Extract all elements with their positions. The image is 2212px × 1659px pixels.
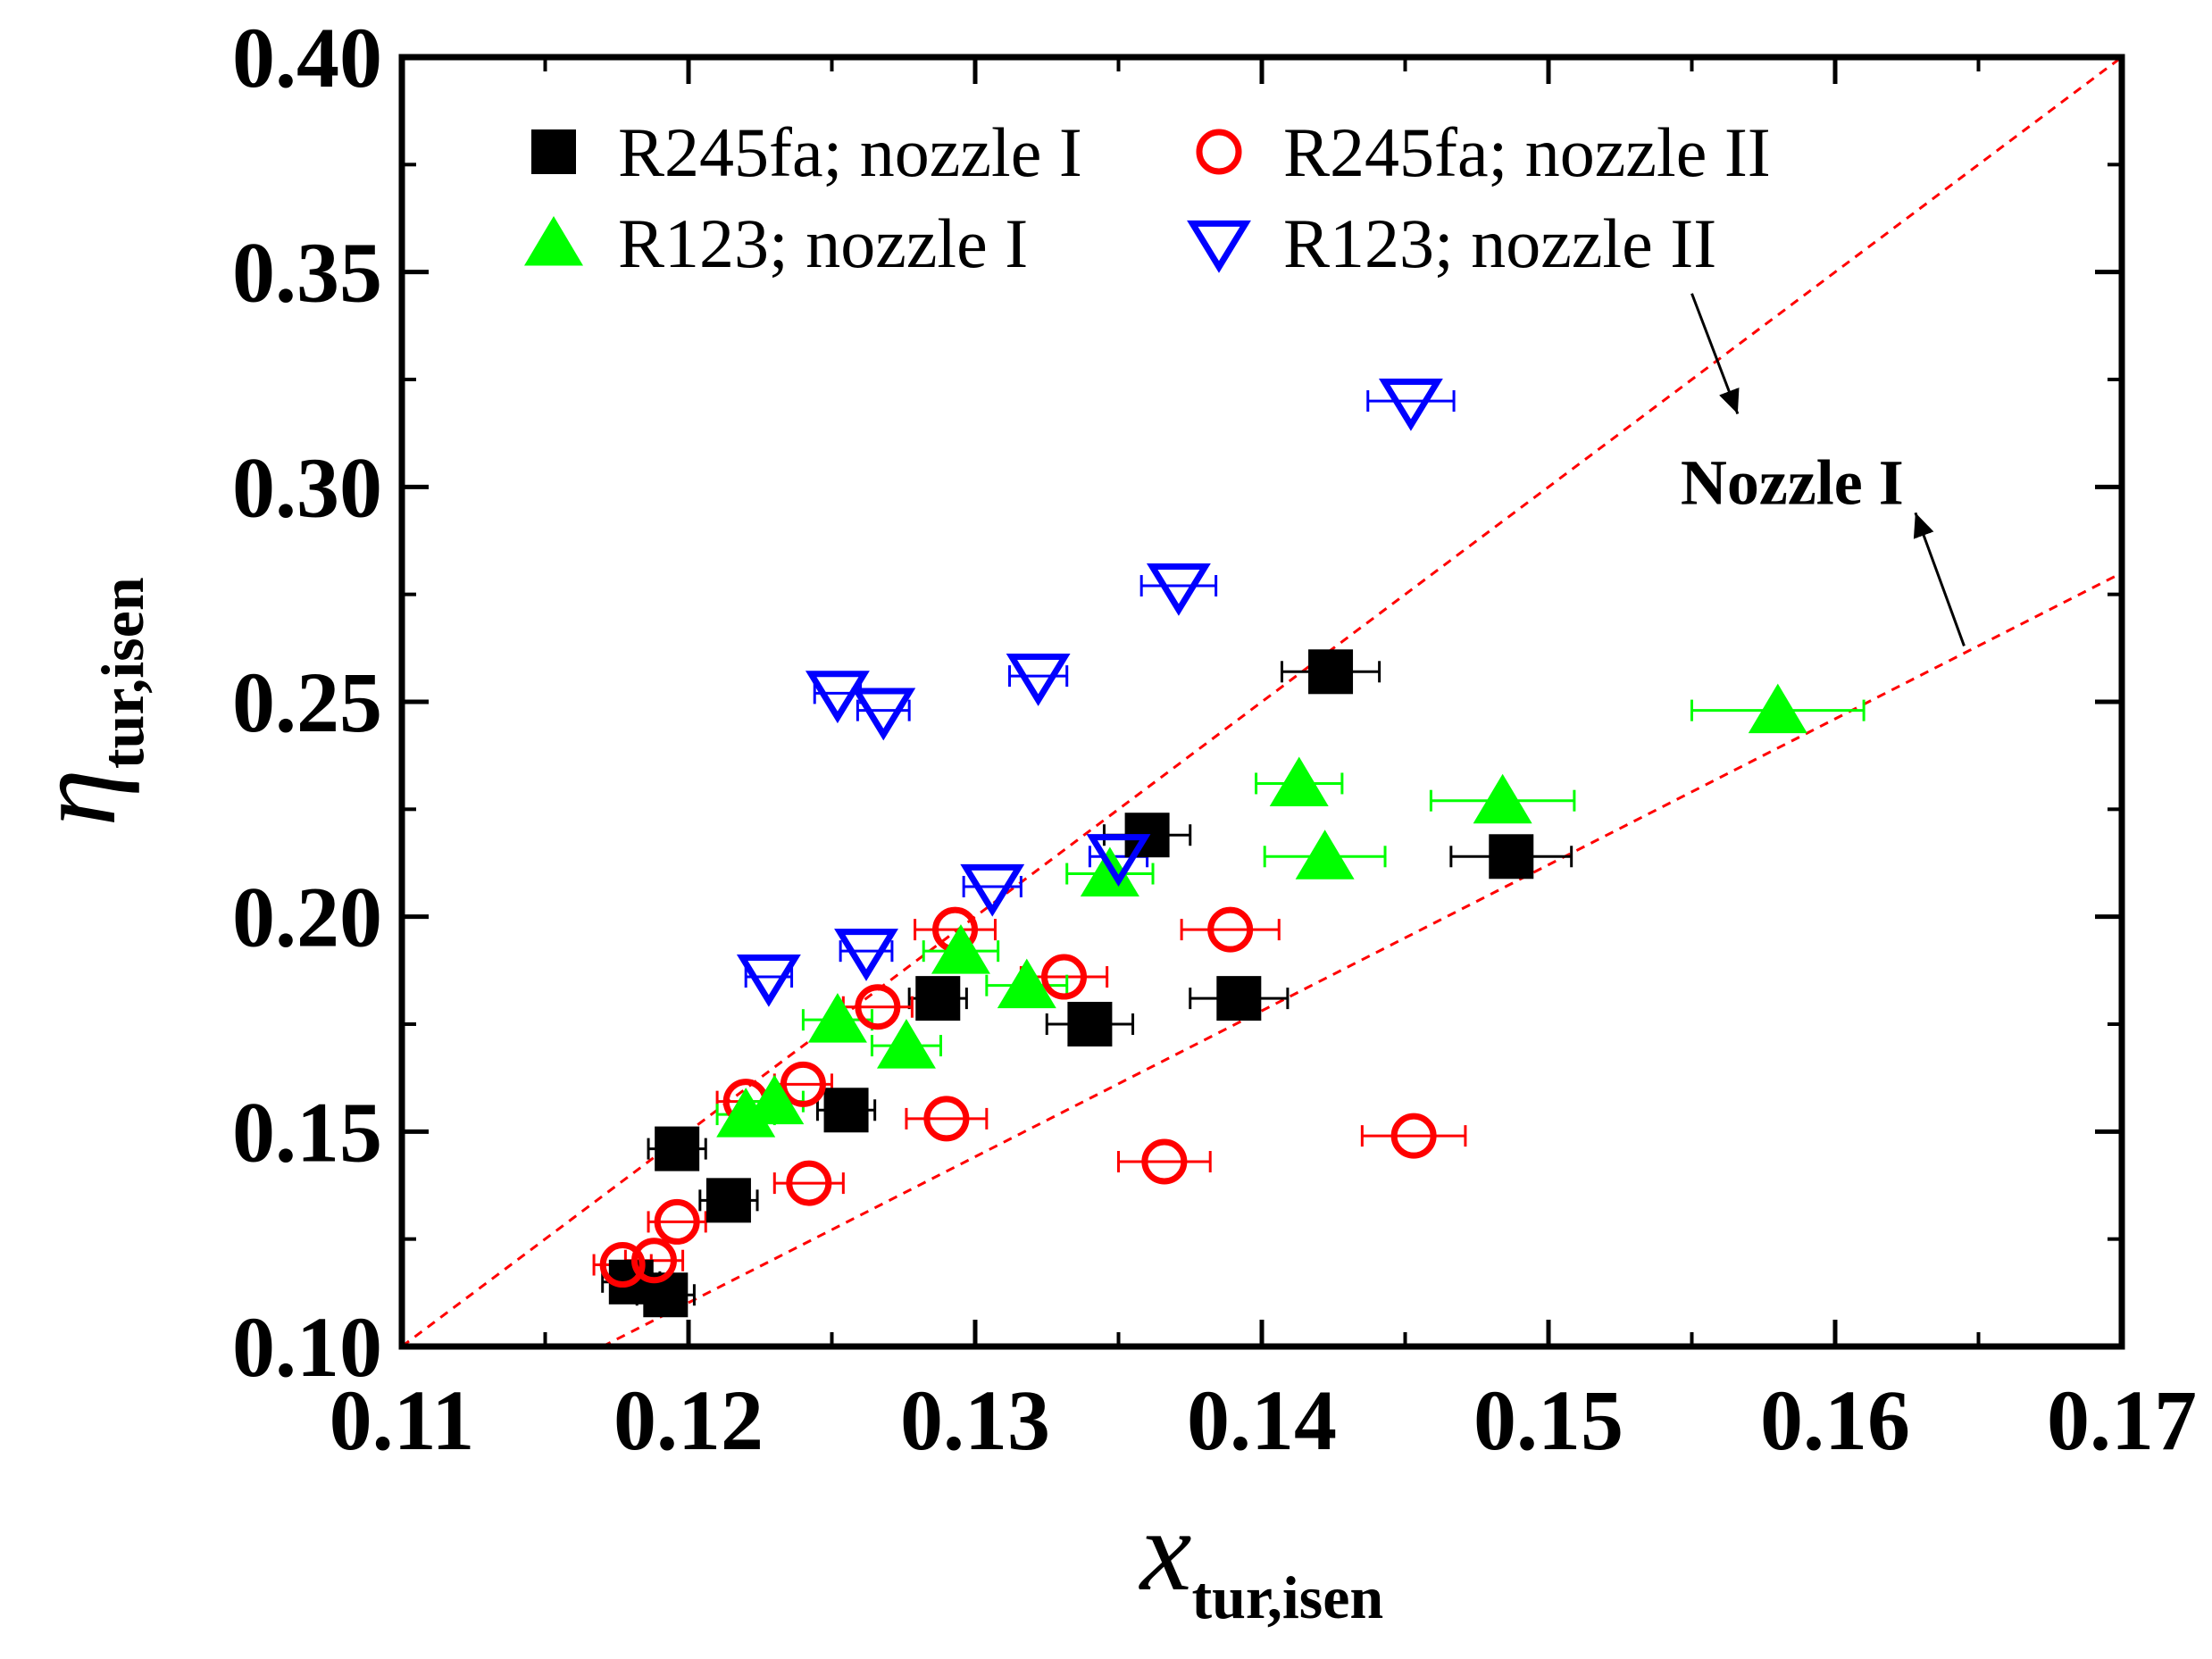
data-markers	[599, 378, 1807, 1318]
point-r123-nozzle-ii	[1006, 654, 1071, 706]
point-r245fa-nozzle-ii	[1390, 1113, 1437, 1159]
point-r123-nozzle-ii	[1086, 834, 1151, 887]
y-axis-title: ηtur,isen	[12, 577, 156, 826]
legend-label-r245fa-nozzle-i: R245fa; nozzle I	[618, 113, 1082, 191]
point-r123-nozzle-i	[807, 993, 867, 1043]
y-tick-label: 0.25	[232, 654, 382, 750]
point-r245fa-nozzle-ii	[599, 1242, 646, 1288]
point-r245fa-nozzle-ii	[786, 1160, 832, 1206]
y-tick-label: 0.20	[232, 870, 382, 965]
legend: R245fa; nozzle I R245fa; nozzle II R123; n…	[524, 113, 1771, 282]
axis-ticks	[399, 54, 2124, 1349]
point-r245fa-nozzle-ii	[1141, 1138, 1188, 1185]
point-r245fa-nozzle-i	[1067, 1002, 1113, 1046]
point-r123-nozzle-i	[997, 958, 1056, 1009]
point-r245fa-nozzle-i	[1489, 834, 1534, 880]
y-tick-label: 0.10	[232, 1299, 382, 1395]
point-r123-nozzle-ii	[851, 688, 916, 741]
annotation-arrow-lower	[1913, 512, 1966, 646]
point-r123-nozzle-ii	[834, 929, 898, 981]
y-tick-label: 0.40	[232, 10, 382, 105]
point-r245fa-nozzle-ii	[654, 1198, 700, 1245]
point-r123-nozzle-ii	[805, 671, 870, 724]
y-axis-title-main: η	[12, 769, 140, 827]
point-r245fa-nozzle-ii	[855, 984, 901, 1030]
y-tick-label: 0.35	[232, 225, 382, 321]
point-r123-nozzle-i	[716, 1088, 776, 1138]
point-r123-nozzle-ii	[1146, 563, 1211, 616]
point-r245fa-nozzle-i	[655, 1126, 700, 1171]
axis-tick-labels: 0.11 0.12 0.13 0.14 0.15 0.16 0.17 0.10 0.15 0.20…	[232, 10, 2197, 1468]
x-tick-label: 0.11	[330, 1372, 475, 1468]
legend-label-r123-nozzle-i: R123; nozzle I	[618, 204, 1028, 282]
x-tick-label: 0.13	[900, 1372, 1050, 1468]
point-r123-nozzle-i	[1473, 773, 1532, 824]
reference-line-2	[602, 571, 2122, 1346]
point-r245fa-nozzle-ii	[923, 1096, 970, 1142]
point-r123-nozzle-ii	[1378, 378, 1443, 431]
point-r123-nozzle-i	[1269, 756, 1329, 806]
legend-label-r123-nozzle-ii: R123; nozzle II	[1283, 204, 1716, 282]
point-r245fa-nozzle-i	[1216, 976, 1262, 1021]
y-axis-title-sub: tur,isen	[88, 577, 156, 769]
x-axis-title: xtur,isen	[1139, 1487, 1383, 1631]
point-r123-nozzle-i	[1748, 683, 1807, 734]
error-bars	[592, 390, 1866, 1306]
point-r245fa-nozzle-ii	[1207, 906, 1254, 953]
point-r245fa-nozzle-i	[705, 1178, 751, 1223]
point-r245fa-nozzle-ii	[780, 1061, 826, 1107]
point-r245fa-nozzle-ii	[630, 1238, 677, 1284]
x-tick-label: 0.14	[1187, 1372, 1337, 1468]
x-tick-label: 0.16	[1760, 1372, 1910, 1468]
point-r123-nozzle-i	[745, 1074, 805, 1125]
point-r245fa-nozzle-i	[915, 976, 961, 1021]
legend-marker-r123-nozzle-ii	[1187, 220, 1251, 273]
legend-marker-r245fa-nozzle-ii	[1196, 129, 1242, 175]
point-r245fa-nozzle-i	[1308, 649, 1354, 695]
point-r123-nozzle-i	[1295, 830, 1355, 880]
legend-label-r245fa-nozzle-ii: R245fa; nozzle II	[1283, 113, 1771, 191]
annotation-label: Nozzle I	[1681, 447, 1904, 519]
point-r245fa-nozzle-ii	[1041, 954, 1088, 1000]
point-r123-nozzle-i	[876, 1019, 936, 1069]
annotation-arrow-upper	[1690, 293, 1740, 415]
annotation: Nozzle I	[1681, 293, 1966, 646]
legend-marker-r123-nozzle-i	[524, 216, 583, 266]
x-tick-label: 0.17	[2047, 1372, 2197, 1468]
x-tick-label: 0.15	[1473, 1372, 1624, 1468]
x-axis-title-sub: tur,isen	[1191, 1563, 1383, 1631]
x-axis-title-main: x	[1139, 1487, 1192, 1615]
point-r123-nozzle-ii	[960, 863, 1025, 917]
y-tick-label: 0.30	[232, 439, 382, 535]
point-r123-nozzle-ii	[736, 954, 801, 1007]
y-tick-label: 0.15	[232, 1084, 382, 1180]
x-tick-label: 0.12	[614, 1372, 764, 1468]
point-r245fa-nozzle-i	[823, 1088, 869, 1133]
point-r123-nozzle-i	[931, 924, 990, 974]
legend-marker-r245fa-nozzle-i	[531, 129, 576, 174]
